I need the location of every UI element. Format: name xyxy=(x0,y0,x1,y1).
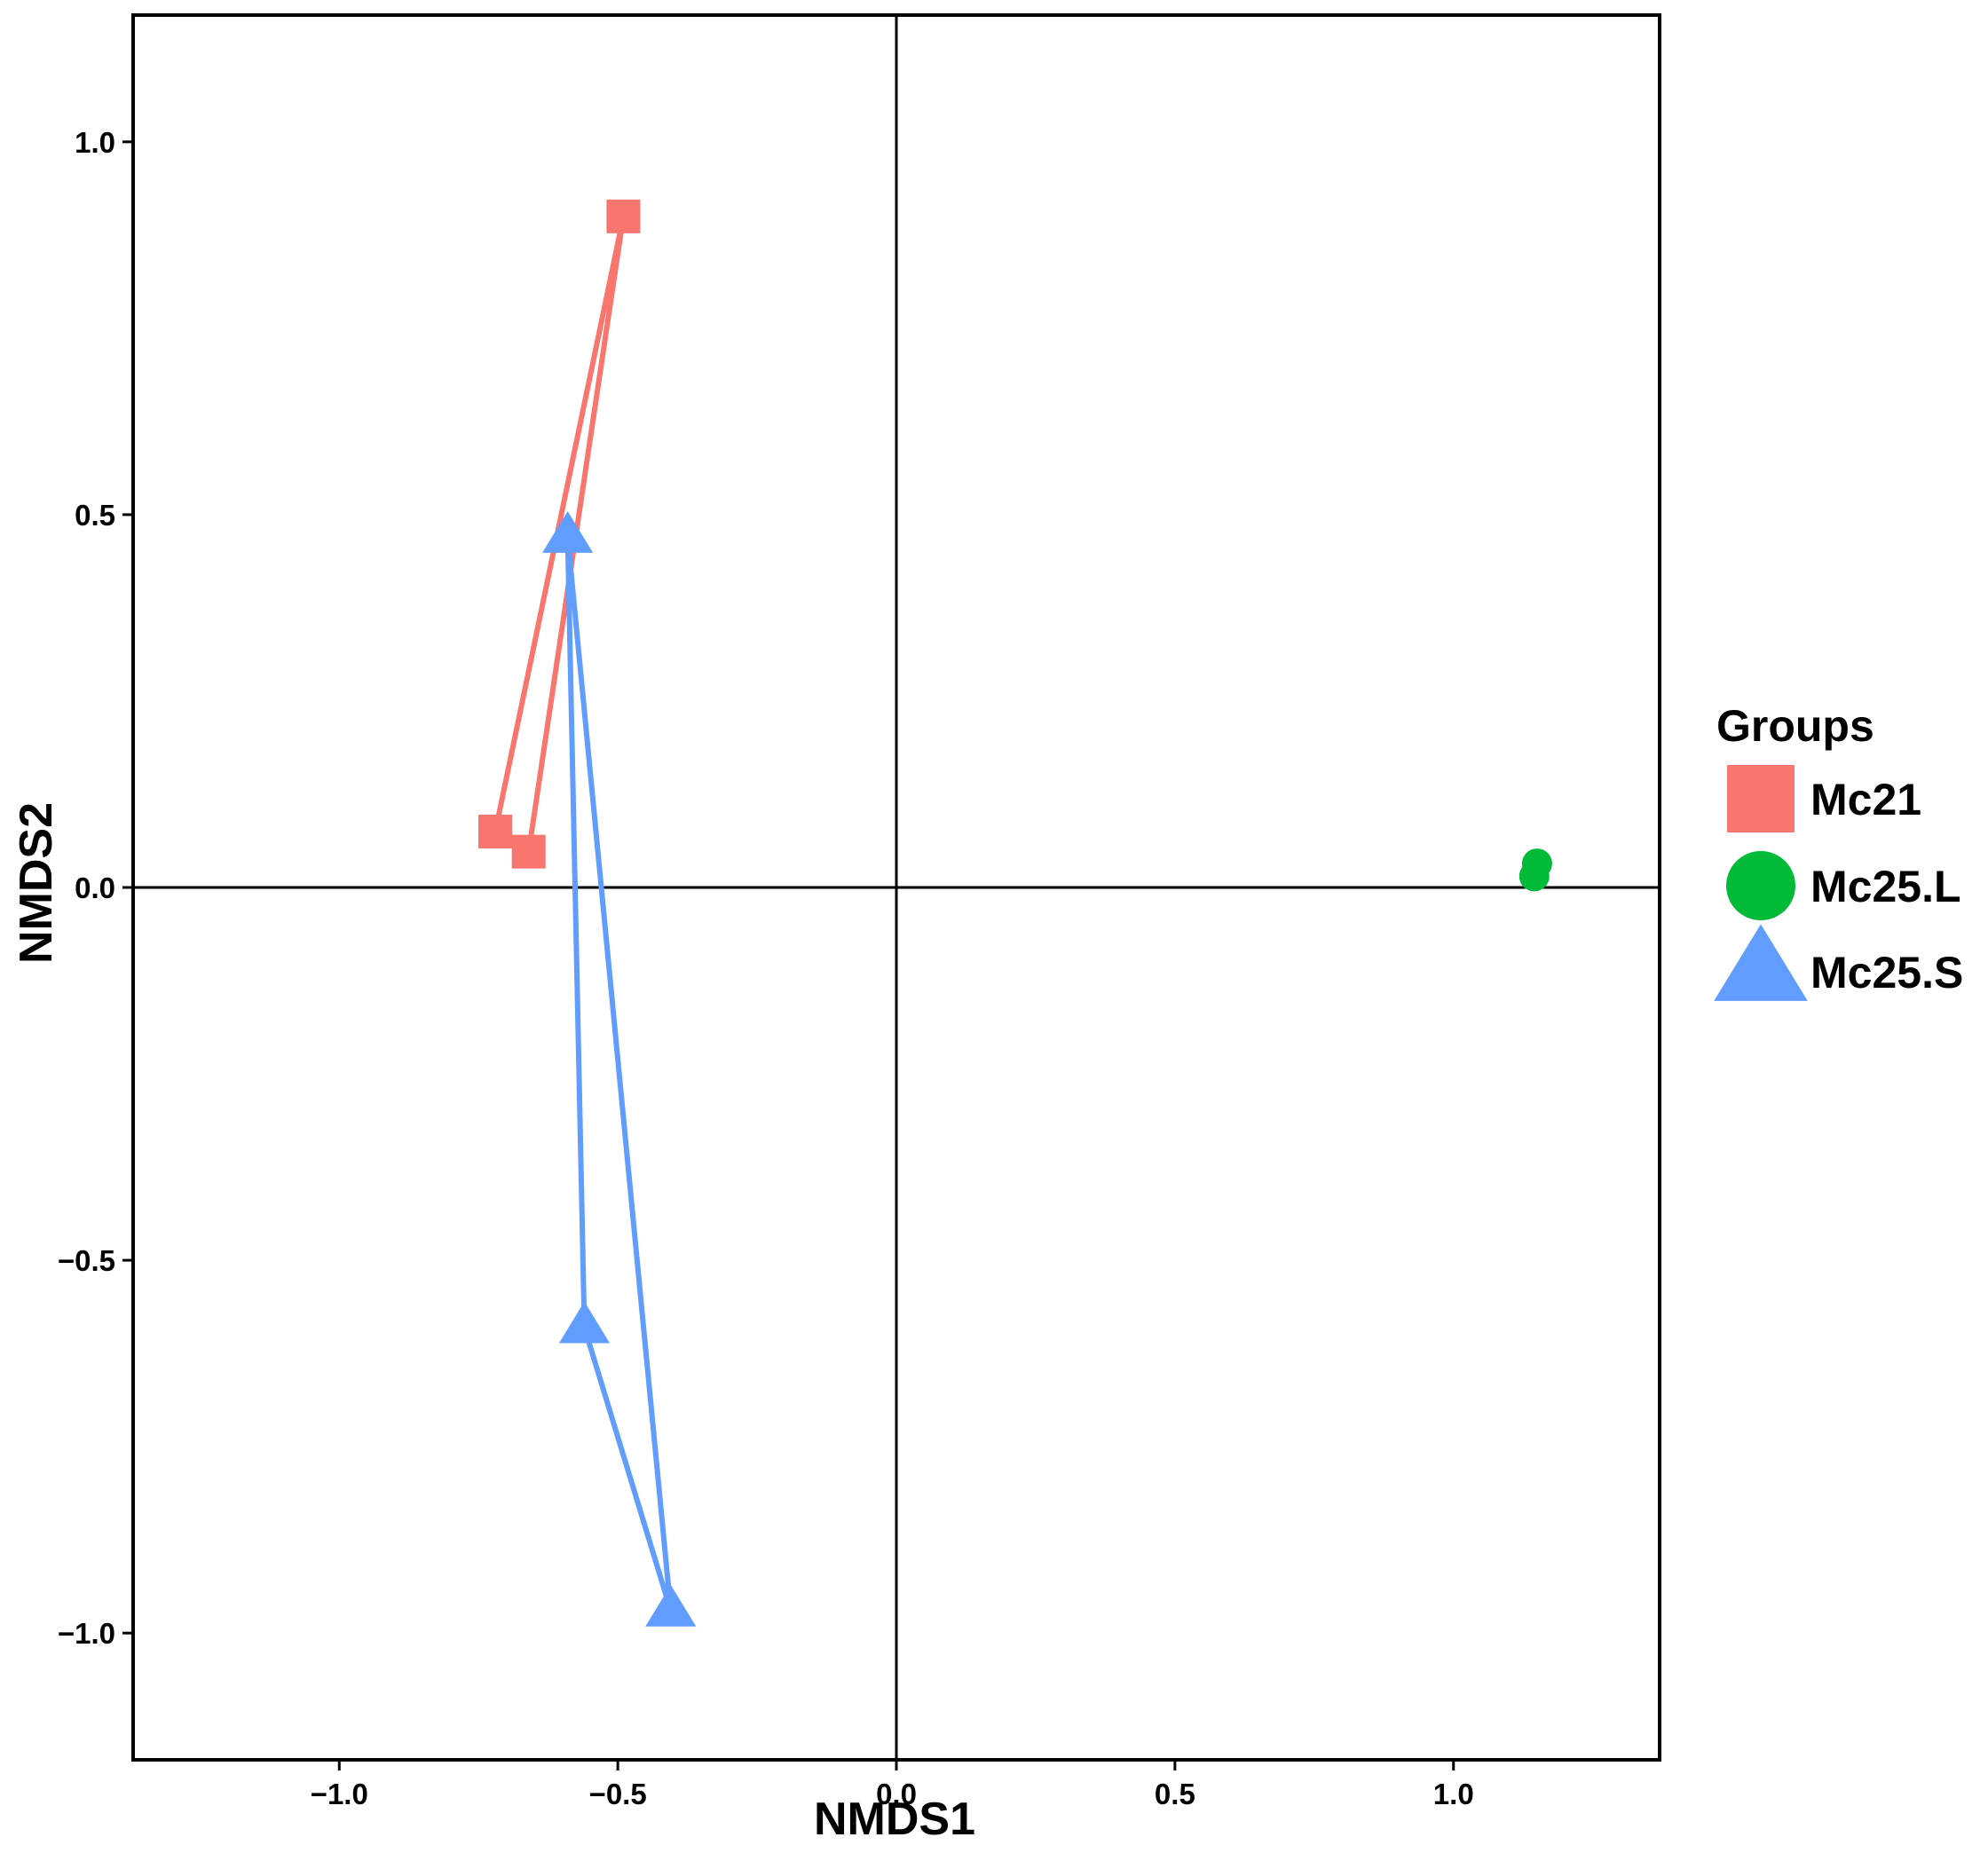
y-tick-label: 0.0 xyxy=(75,871,115,904)
x-axis-ticks: −1.0 −0.5 0.0 0.5 1.0 xyxy=(311,1760,1474,1810)
legend-key-mc21 xyxy=(1727,765,1795,832)
mc21-point xyxy=(606,199,641,233)
legend-label-mc21: Mc21 xyxy=(1810,775,1921,824)
y-tick-label: −0.5 xyxy=(58,1244,115,1277)
legend-key-mc25-s xyxy=(1714,924,1808,1001)
x-tick-label: 0.0 xyxy=(876,1778,917,1810)
mc25-s-point xyxy=(542,511,594,553)
mc25-s-point xyxy=(645,1584,697,1627)
y-tick-label: −1.0 xyxy=(58,1617,115,1650)
x-axis-title: NMDS1 xyxy=(814,1794,975,1845)
x-tick-label: −1.0 xyxy=(311,1778,368,1810)
mc25-l-point xyxy=(1519,861,1550,892)
mc21-point xyxy=(511,834,546,869)
plot-panel xyxy=(131,13,1661,1762)
x-tick-label: 1.0 xyxy=(1433,1778,1474,1810)
mc25-s-hull xyxy=(564,534,674,1613)
y-tick-label: 0.5 xyxy=(75,499,115,532)
y-axis-ticks: −1.0 −0.5 0.0 0.5 1.0 xyxy=(58,126,133,1650)
legend-label-mc25-s: Mc25.S xyxy=(1810,948,1963,997)
legend: Groups Mc21 Mc25.L Mc25.S xyxy=(1714,701,1963,1001)
legend-key-mc25-l xyxy=(1726,851,1795,920)
legend-label-mc25-l: Mc25.L xyxy=(1810,862,1961,911)
legend-title: Groups xyxy=(1716,701,1874,751)
x-tick-label: −0.5 xyxy=(589,1778,647,1810)
data-points xyxy=(478,199,1552,1627)
y-axis-title: NMDS2 xyxy=(11,802,62,964)
x-tick-label: 0.5 xyxy=(1155,1778,1195,1810)
mc21-point xyxy=(478,814,513,848)
y-tick-label: 1.0 xyxy=(75,126,115,159)
mc25-s-point xyxy=(558,1301,611,1344)
